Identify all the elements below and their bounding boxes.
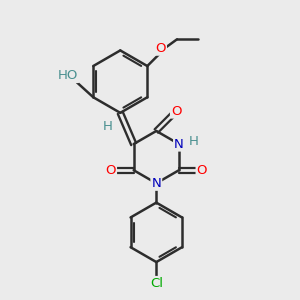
Text: HO: HO — [58, 69, 78, 82]
Text: O: O — [171, 105, 181, 118]
Text: H: H — [103, 120, 113, 133]
Text: N: N — [174, 138, 184, 151]
Text: Cl: Cl — [150, 277, 163, 290]
Text: H: H — [188, 135, 198, 148]
Text: O: O — [106, 164, 116, 177]
Text: O: O — [196, 164, 207, 177]
Text: O: O — [155, 42, 166, 55]
Text: N: N — [152, 177, 161, 190]
